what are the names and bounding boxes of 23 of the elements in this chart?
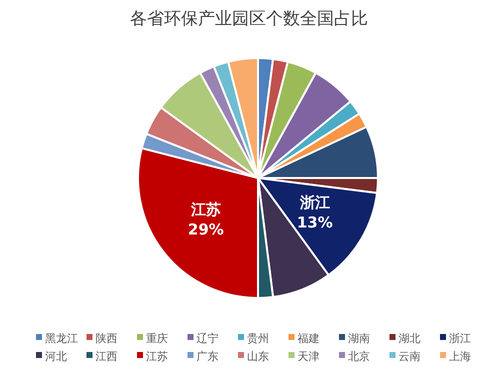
legend-label: 山东 (247, 350, 269, 363)
data-label: 13% (296, 214, 333, 232)
legend-label: 贵州 (247, 332, 269, 345)
legend-label: 湖北 (398, 332, 420, 345)
legend-label: 广东 (196, 350, 218, 363)
legend-label: 黑龙江 (45, 332, 78, 345)
data-label: 29% (188, 220, 224, 238)
legend-label: 重庆 (146, 332, 168, 345)
legend-label: 江西 (96, 350, 118, 363)
legend-label: 上海 (449, 350, 471, 363)
legend-label: 福建 (298, 332, 320, 345)
legend-label: 江苏 (146, 350, 168, 363)
slice-label: 浙江 (298, 194, 330, 212)
slice-label: 江苏 (190, 200, 221, 218)
legend-label: 北京 (348, 350, 370, 363)
chart-title: 各省环保产业园区个数全国占比 (130, 9, 368, 29)
legend-label: 辽宁 (196, 332, 218, 345)
legend-label: 云南 (398, 350, 420, 363)
legend-label: 河北 (45, 350, 67, 363)
legend-label: 浙江 (449, 332, 471, 345)
legend-label: 湖南 (348, 332, 370, 345)
legend-label: 陕西 (96, 332, 118, 345)
legend-label: 天津 (298, 350, 320, 363)
